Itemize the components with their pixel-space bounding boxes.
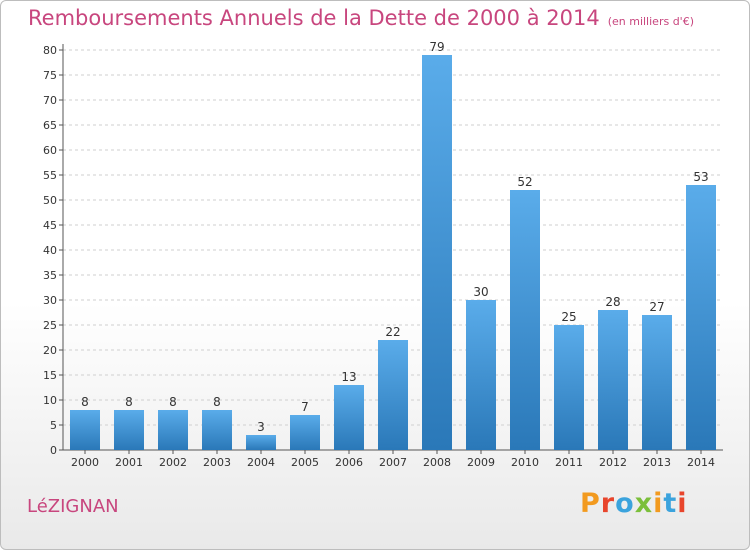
- y-tick-label: 15: [43, 369, 57, 382]
- x-tick-label-2010: 2010: [511, 456, 539, 469]
- bar-2009: [466, 300, 496, 450]
- x-tick-label-2013: 2013: [643, 456, 671, 469]
- x-tick-label-2002: 2002: [159, 456, 187, 469]
- x-tick-label-2008: 2008: [423, 456, 451, 469]
- x-tick-label-2009: 2009: [467, 456, 495, 469]
- y-tick-label: 35: [43, 269, 57, 282]
- data-label-2001: 8: [125, 395, 133, 409]
- x-tick-label-2000: 2000: [71, 456, 99, 469]
- bar-2000: [70, 410, 100, 450]
- y-tick-label: 70: [43, 94, 57, 107]
- title-text: Remboursements Annuels de la Dette de 20…: [28, 6, 600, 30]
- bar-2003: [202, 410, 232, 450]
- data-label-2010: 52: [517, 175, 532, 189]
- y-tick-label: 10: [43, 394, 57, 407]
- y-tick-label: 65: [43, 119, 57, 132]
- y-tick-label: 40: [43, 244, 57, 257]
- commune-name: LéZIGNAN: [27, 496, 119, 517]
- brand-letter: o: [615, 488, 635, 519]
- data-label-2014: 53: [693, 170, 708, 184]
- y-tick-labels: 0 5 10 15 20 25 30 35 40 45 50 55 60 65 70 75 80: [43, 44, 57, 457]
- y-tick-label: 80: [43, 44, 57, 57]
- bars: [70, 55, 716, 450]
- bar-2001: [114, 410, 144, 450]
- brand-letter: i: [653, 488, 664, 519]
- data-label-2012: 28: [605, 295, 620, 309]
- y-tick-label: 0: [50, 444, 57, 457]
- x-tick-label-2006: 2006: [335, 456, 363, 469]
- y-tick-label: 75: [43, 69, 57, 82]
- bar-2005: [290, 415, 320, 450]
- bar-2006: [334, 385, 364, 450]
- bar-2014: [686, 185, 716, 450]
- chart-subtitle: (en milliers d'€): [607, 15, 694, 28]
- data-label-2007: 22: [385, 325, 400, 339]
- data-label-2002: 8: [169, 395, 177, 409]
- y-tick-label: 50: [43, 194, 57, 207]
- x-tick-label-2001: 2001: [115, 456, 143, 469]
- bar-2013: [642, 315, 672, 450]
- x-tick-label-2014: 2014: [687, 456, 715, 469]
- x-tick-label-2011: 2011: [555, 456, 583, 469]
- bar-2011: [554, 325, 584, 450]
- brand-letter: t: [663, 488, 678, 519]
- bar-2004: [246, 435, 276, 450]
- x-tick-labels: 2000 2001 2002 2003 2004 2005 2006 2007 2008 2009…: [71, 456, 715, 469]
- x-tick-label-2005: 2005: [291, 456, 319, 469]
- brand-logo: Proxiti: [580, 488, 688, 519]
- x-tick-label-2003: 2003: [203, 456, 231, 469]
- brand-letter: i: [677, 488, 688, 519]
- data-label-2003: 8: [213, 395, 221, 409]
- bar-2010: [510, 190, 540, 450]
- y-tick-label: 45: [43, 219, 57, 232]
- y-tick-label: 20: [43, 344, 57, 357]
- data-label-2004: 3: [257, 420, 265, 434]
- brand-letter: P: [580, 488, 601, 519]
- data-label-2005: 7: [301, 400, 309, 414]
- data-label-2006: 13: [341, 370, 356, 384]
- bar-2007: [378, 340, 408, 450]
- x-tick-label-2012: 2012: [599, 456, 627, 469]
- bar-2012: [598, 310, 628, 450]
- data-label-2008: 79: [429, 40, 444, 54]
- data-label-2011: 25: [561, 310, 576, 324]
- y-tick-label: 25: [43, 319, 57, 332]
- x-tick-label-2004: 2004: [247, 456, 275, 469]
- y-tick-label: 30: [43, 294, 57, 307]
- y-tick-label: 5: [50, 419, 57, 432]
- brand-letter: x: [634, 488, 654, 519]
- bar-2008: [422, 55, 452, 450]
- chart-title: Remboursements Annuels de la Dette de 20…: [28, 6, 694, 30]
- data-label-2013: 27: [649, 300, 664, 314]
- y-tick-label: 55: [43, 169, 57, 182]
- x-tick-label-2007: 2007: [379, 456, 407, 469]
- brand-letter: r: [600, 488, 616, 519]
- data-label-2000: 8: [81, 395, 89, 409]
- data-labels: 8 8 8 8 3 7 13 22 79 30 52 25 28 27 53: [81, 40, 708, 434]
- y-tick-label: 60: [43, 144, 57, 157]
- bar-2002: [158, 410, 188, 450]
- data-label-2009: 30: [473, 285, 488, 299]
